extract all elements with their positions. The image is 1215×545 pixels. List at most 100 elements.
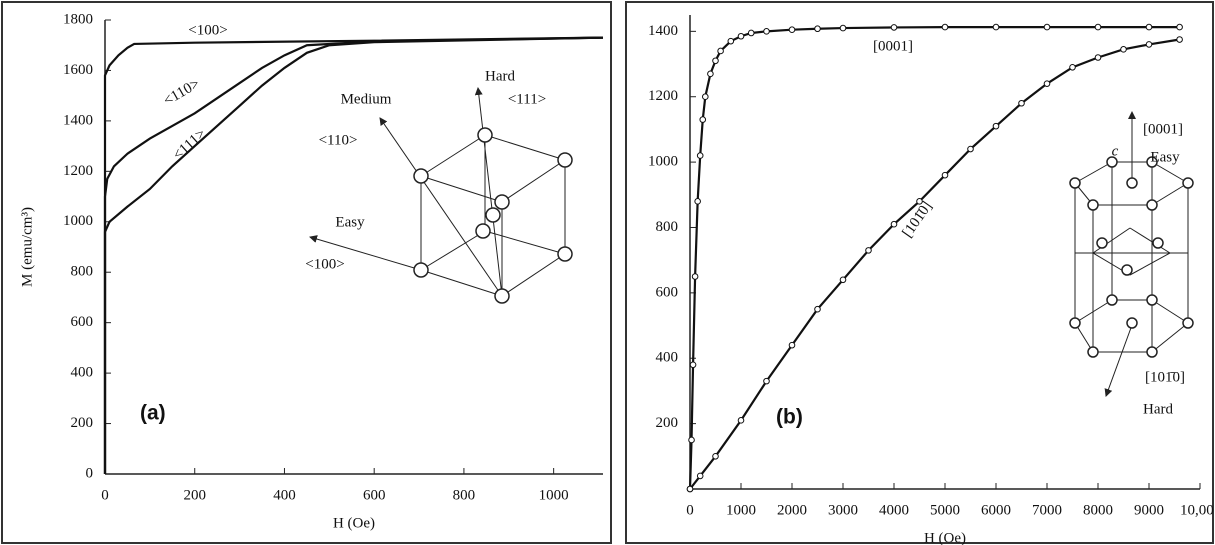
data-point <box>1094 23 1102 31</box>
x-tick-label: 600 <box>363 487 386 503</box>
y-tick-label: 1200 <box>63 163 93 179</box>
data-line <box>103 36 604 474</box>
data-point <box>696 152 704 159</box>
y-tick-label: 800 <box>656 219 679 235</box>
series-label: [101̄0] <box>900 199 936 241</box>
data-point <box>702 93 709 101</box>
data-point <box>712 453 719 460</box>
y-tick-label: 1600 <box>63 62 93 78</box>
x-tick-label: 0 <box>101 487 109 503</box>
data-point <box>1120 46 1127 53</box>
data-point <box>941 171 949 179</box>
x-tick-label: 2000 <box>777 502 807 518</box>
data-point <box>916 198 923 205</box>
data-point <box>1069 64 1076 71</box>
series-label: <110> <box>161 76 203 109</box>
annotation: <100> <box>305 256 344 272</box>
y-tick-label: 600 <box>71 314 94 330</box>
data-point <box>1043 23 1051 31</box>
x-tick-label: 200 <box>183 487 206 503</box>
panel-label: (b) <box>776 406 803 429</box>
data-point <box>1094 54 1102 61</box>
annotation: Hard <box>485 68 515 84</box>
data-point <box>699 116 707 123</box>
x-tick-label: 6000 <box>981 502 1011 518</box>
series-label: [0001] <box>873 38 913 54</box>
x-tick-label: 10,00 <box>1180 502 1214 518</box>
y-tick-label: 400 <box>656 350 679 366</box>
x-tick-label: 1000 <box>726 502 756 518</box>
x-axis-label: H (Oe) <box>333 515 375 531</box>
data-line <box>103 36 604 474</box>
data-point <box>689 361 697 369</box>
data-line <box>103 36 604 474</box>
data-point <box>747 29 755 37</box>
data-point <box>694 198 701 205</box>
panel-label: (a) <box>140 402 166 425</box>
x-axis-label: H (Oe) <box>924 530 966 545</box>
annotation: [101̄0] <box>1145 369 1185 385</box>
series-label: <100> <box>188 22 227 38</box>
series-label: <111> <box>170 126 209 164</box>
y-tick-label: 0 <box>86 465 94 481</box>
data-point <box>839 276 847 284</box>
y-tick-label: 800 <box>71 264 94 280</box>
lattice-inset <box>1069 111 1194 397</box>
data-point <box>686 485 694 493</box>
data-point <box>712 57 719 65</box>
annotation: <111> <box>508 91 546 107</box>
data-point <box>814 25 821 33</box>
panel-frame <box>1 1 612 544</box>
y-tick-label: 1000 <box>648 154 678 170</box>
y-axis-label: M (emu/cm³) <box>19 207 35 287</box>
y-tick-label: 400 <box>71 365 94 381</box>
data-point <box>1043 80 1051 87</box>
x-tick-label: 8000 <box>1083 502 1113 518</box>
data-point <box>1145 41 1153 48</box>
data-point <box>717 47 724 55</box>
data-point <box>992 122 1000 130</box>
y-tick-label: 1000 <box>63 213 93 229</box>
y-tick-label: 200 <box>71 415 94 431</box>
data-point <box>1018 99 1025 107</box>
x-tick-label: 5000 <box>930 502 960 518</box>
x-tick-label: 1000 <box>539 487 569 503</box>
y-tick-label: 600 <box>656 284 679 300</box>
y-tick-label: 1200 <box>648 88 678 104</box>
y-tick-label: 1400 <box>648 23 678 39</box>
data-point <box>992 23 1000 31</box>
data-point <box>707 70 714 78</box>
x-tick-label: 9000 <box>1134 502 1164 518</box>
x-tick-label: 7000 <box>1032 502 1062 518</box>
x-tick-label: 0 <box>686 502 694 518</box>
x-tick-label: 800 <box>453 487 476 503</box>
data-point <box>865 247 872 254</box>
cube-inset <box>309 87 573 304</box>
data-point <box>763 377 770 385</box>
data-point <box>1176 23 1183 31</box>
annotation: [0001] <box>1143 121 1183 137</box>
data-point <box>967 145 974 153</box>
y-tick-label: 200 <box>656 415 679 431</box>
annotation: c <box>1112 143 1119 159</box>
data-point <box>691 273 699 280</box>
data-point <box>737 32 745 40</box>
data-line <box>688 25 1180 490</box>
x-tick-label: 4000 <box>879 502 909 518</box>
data-point <box>696 472 704 480</box>
panel-frame <box>625 1 1214 544</box>
data-point <box>890 24 898 31</box>
annotation: Easy <box>335 214 365 230</box>
data-point <box>688 436 695 444</box>
x-tick-label: 3000 <box>828 502 858 518</box>
data-line <box>689 38 1180 490</box>
data-point <box>1176 36 1183 43</box>
annotation: Easy <box>1150 149 1180 165</box>
data-point <box>727 37 735 45</box>
data-point <box>788 26 796 34</box>
annotation: <110> <box>319 132 358 148</box>
x-tick-label: 400 <box>273 487 296 503</box>
data-point <box>1145 23 1153 31</box>
data-point <box>941 23 949 31</box>
